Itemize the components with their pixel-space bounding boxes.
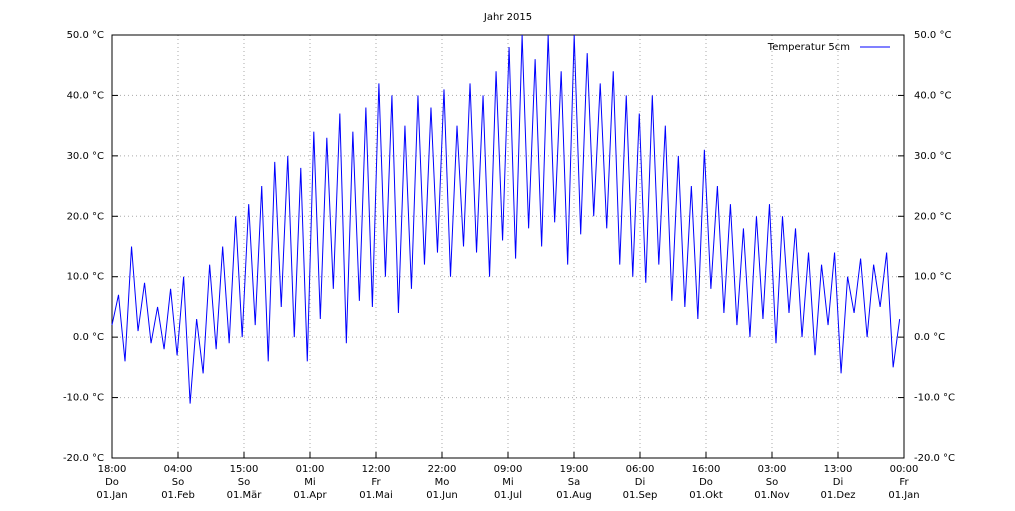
y2-tick-label: 20.0 °C (914, 211, 951, 222)
y2-tick-label: 30.0 °C (914, 151, 951, 162)
x-tick-label: 01:00 (296, 464, 325, 475)
x-tick-label: Mi (502, 477, 513, 488)
x-tick-label: 01.Okt (689, 490, 723, 501)
y2-tick-label: -20.0 °C (914, 453, 955, 464)
x-tick-label: So (172, 477, 184, 488)
x-tick-label: 03:00 (758, 464, 787, 475)
x-tick-label: 01.Jul (494, 490, 522, 501)
y-tick-label: 10.0 °C (67, 272, 104, 283)
x-tick-label: 16:00 (692, 464, 721, 475)
x-tick-label: 01.Dez (820, 490, 855, 501)
x-tick-label: 15:00 (230, 464, 259, 475)
y2-tick-label: 40.0 °C (914, 90, 951, 101)
y-tick-label: 20.0 °C (67, 211, 104, 222)
x-tick-label: 01.Jun (426, 490, 458, 501)
legend-label: Temperatur 5cm (767, 42, 850, 53)
x-tick-label: Fr (899, 477, 909, 488)
x-tick-label: Mi (304, 477, 315, 488)
x-tick-label: 13:00 (824, 464, 853, 475)
chart-title: Jahr 2015 (483, 12, 532, 23)
y2-tick-label: 50.0 °C (914, 30, 951, 41)
x-tick-label: 01.Sep (623, 490, 658, 501)
y-tick-label: 0.0 °C (73, 332, 104, 343)
x-tick-label: 04:00 (164, 464, 193, 475)
x-tick-label: 01.Apr (293, 490, 327, 501)
x-tick-label: 01.Mai (359, 490, 392, 501)
x-tick-label: 00:00 (890, 464, 919, 475)
x-tick-label: Do (699, 477, 713, 488)
x-tick-label: 09:00 (494, 464, 523, 475)
x-tick-label: 22:00 (428, 464, 457, 475)
data-line (111, 34, 901, 404)
x-tick-label: 18:00 (98, 464, 127, 475)
x-tick-label: 01.Mär (227, 490, 263, 501)
x-tick-label: 01.Jan (888, 490, 919, 501)
x-tick-label: Do (105, 477, 119, 488)
x-tick-label: 19:00 (560, 464, 589, 475)
x-tick-label: Sa (568, 477, 580, 488)
y-tick-label: -10.0 °C (63, 393, 104, 404)
x-tick-label: 01.Nov (754, 490, 790, 501)
x-tick-label: So (238, 477, 250, 488)
x-tick-label: Di (833, 477, 843, 488)
y2-tick-label: -10.0 °C (914, 393, 955, 404)
y2-tick-label: 0.0 °C (914, 332, 945, 343)
x-tick-label: 01.Jan (96, 490, 127, 501)
y-tick-label: 50.0 °C (67, 30, 104, 41)
y-tick-label: -20.0 °C (63, 453, 104, 464)
x-tick-label: 06:00 (626, 464, 655, 475)
x-tick-label: 01.Aug (556, 490, 591, 501)
y2-tick-label: 10.0 °C (914, 272, 951, 283)
x-tick-label: So (766, 477, 778, 488)
x-tick-label: Mo (435, 477, 450, 488)
plot-frame (111, 34, 905, 459)
x-tick-label: Fr (371, 477, 381, 488)
y-tick-label: 40.0 °C (67, 90, 104, 101)
x-tick-label: Di (635, 477, 645, 488)
x-tick-label: 01.Feb (161, 490, 195, 501)
y-tick-label: 30.0 °C (67, 151, 104, 162)
x-tick-label: 12:00 (362, 464, 391, 475)
